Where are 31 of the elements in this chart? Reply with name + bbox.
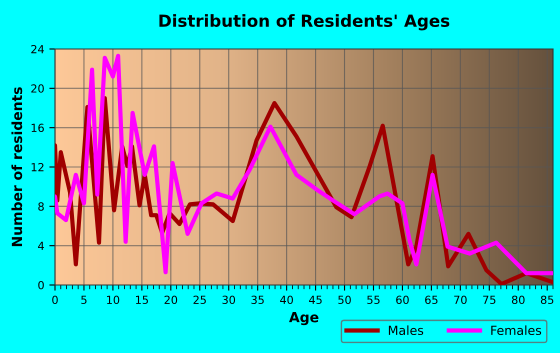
y-tick-label: 16: [32, 124, 44, 132]
x-tick-label: 75: [483, 296, 496, 304]
x-tick-label: 30: [222, 296, 236, 304]
x-tick-label: 60: [396, 296, 409, 304]
x-tick-label: 85: [540, 296, 554, 304]
legend-label: Females: [491, 325, 542, 336]
x-tick-label: 20: [164, 296, 178, 304]
x-tick-label: 80: [512, 296, 525, 304]
x-tick-label: 70: [454, 296, 467, 304]
y-tick-label: 0: [38, 280, 44, 290]
y-tick-label: 24: [31, 44, 44, 54]
x-tick-label: 45: [309, 296, 322, 304]
x-tick-label: 40: [280, 296, 293, 304]
chart-title: Distribution of Residents' Ages: [159, 14, 450, 30]
x-tick-label: 25: [194, 296, 206, 304]
line-series: [55, 54, 553, 276]
y-axis-title: Number of residents: [11, 87, 22, 246]
y-tick-label: 20: [31, 84, 44, 93]
x-tick-label: 0: [52, 296, 58, 304]
x-tick-label: 35: [251, 296, 264, 304]
legend-label: Males: [388, 325, 424, 336]
y-tick-label: 4: [38, 242, 44, 250]
x-tick-label: 50: [338, 296, 351, 304]
y-tick-label: 8: [38, 202, 44, 211]
y-tick-label: 12: [32, 162, 44, 172]
x-axis-title: Age: [289, 312, 318, 326]
x-tick-label: 15: [136, 296, 148, 304]
x-tick-label: 10: [107, 296, 120, 304]
x-tick-label: 55: [367, 296, 380, 304]
x-tick-label: 65: [425, 296, 438, 304]
x-tick-label: 5: [81, 296, 87, 304]
